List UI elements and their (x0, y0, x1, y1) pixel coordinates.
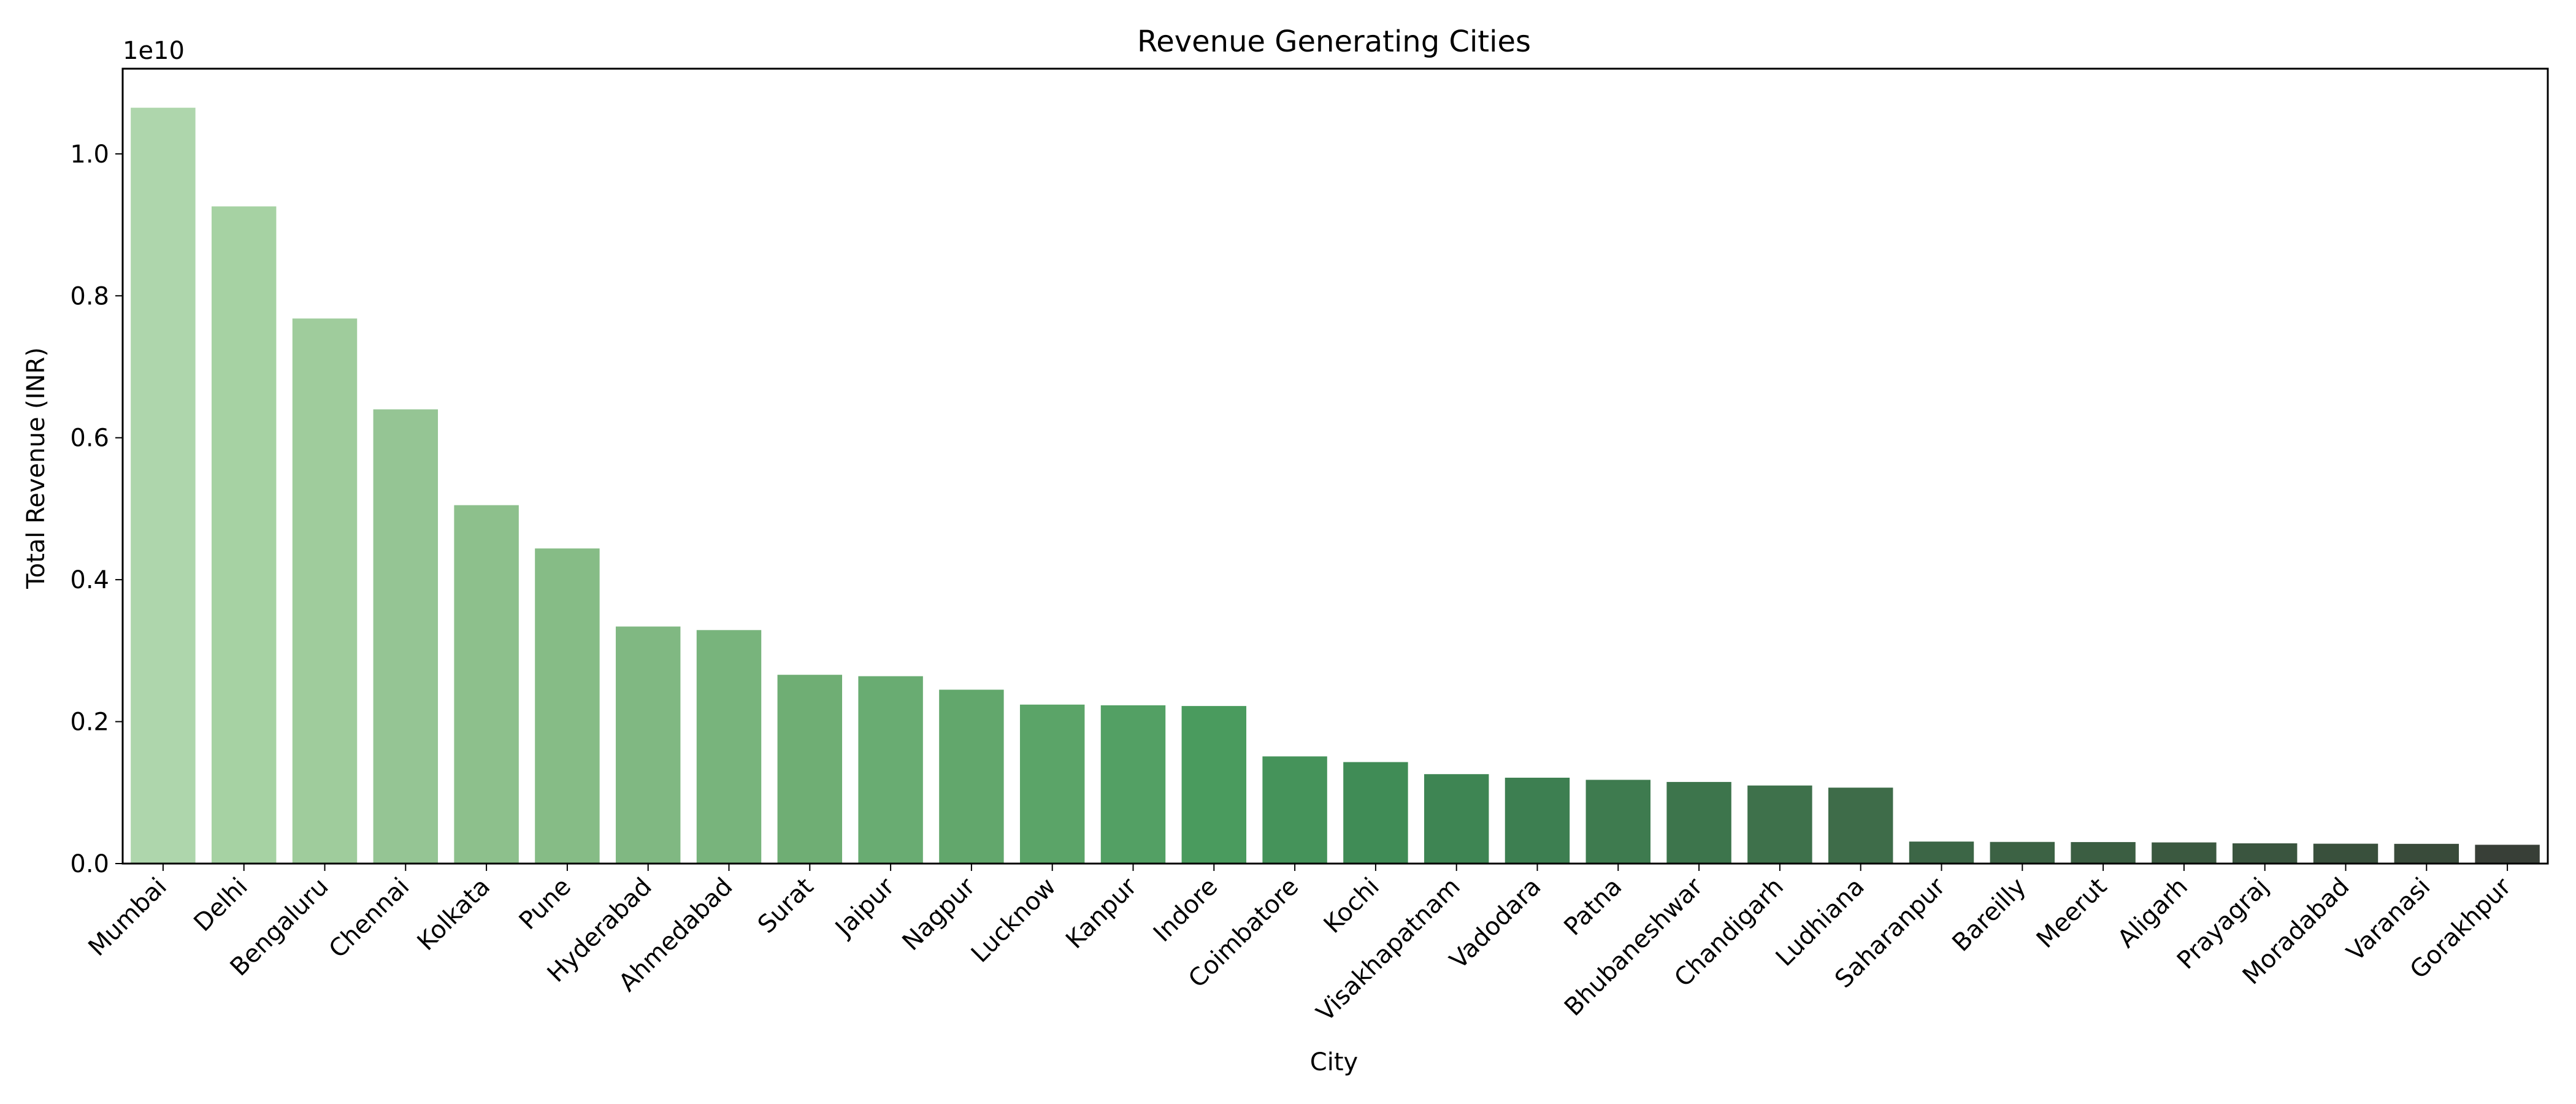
bar-visakhapatnam (1424, 774, 1489, 864)
bar-delhi (211, 206, 277, 864)
bar-indore (1181, 706, 1247, 864)
x-axis-label: City (1310, 1048, 1358, 1076)
bar-bengaluru (292, 318, 358, 864)
bar-ludhiana (1828, 788, 1893, 864)
y-tick-label: 0.4 (70, 566, 109, 594)
bar-surat (777, 675, 843, 864)
bar-ahmedabad (696, 630, 762, 864)
bar-vadodara (1505, 777, 1570, 864)
bar-hyderabad (615, 626, 681, 864)
bar-bareilly (1990, 841, 2055, 864)
bar-kolkata (454, 505, 519, 864)
bar-lucknow (1019, 704, 1085, 864)
y-tick-label: 0.8 (70, 282, 109, 310)
bar-coimbatore (1262, 756, 1327, 864)
bar-kanpur (1100, 705, 1166, 864)
bar-chandigarh (1747, 785, 1812, 864)
bar-meerut (2071, 841, 2136, 864)
y-tick-label: 0.2 (70, 708, 109, 737)
bars-group (131, 107, 2540, 864)
bar-patna (1585, 780, 1651, 864)
bar-aligarh (2152, 842, 2217, 864)
y-tick-label: 1.0 (70, 140, 109, 169)
bar-mumbai (131, 107, 196, 864)
bar-gorakhpur (2475, 845, 2540, 864)
bar-chennai (373, 409, 439, 864)
plot-frame (121, 67, 2549, 865)
bar-pune (535, 548, 600, 864)
chart-title: Revenue Generating Cities (1137, 25, 1531, 59)
bar-kochi (1343, 762, 1408, 864)
y-tick-label: 0.0 (70, 850, 109, 878)
y-tick-label: 0.6 (70, 424, 109, 453)
bar-saharanpur (1909, 841, 1974, 864)
bar-varanasi (2394, 843, 2459, 864)
bar-bhubaneshwar (1666, 781, 1731, 864)
bar-moradabad (2313, 843, 2379, 864)
y-axis-offset-label: 1e10 (123, 37, 185, 65)
y-axis-label: Total Revenue (INR) (22, 347, 50, 589)
bar-prayagraj (2232, 843, 2298, 864)
bar-nagpur (939, 689, 1004, 864)
bar-jaipur (858, 676, 923, 864)
y-axis: 0.0 0.2 0.4 0.6 0.8 1.0 (70, 140, 123, 878)
